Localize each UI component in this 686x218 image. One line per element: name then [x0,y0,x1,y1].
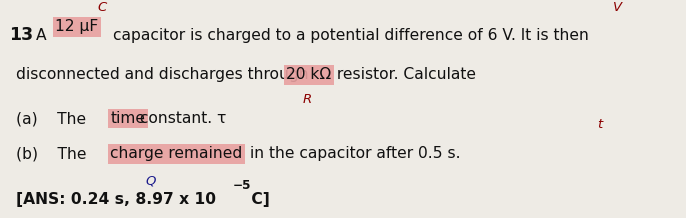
Text: 12 μF: 12 μF [55,19,98,34]
Text: Q: Q [145,175,156,188]
Text: (b)    The: (b) The [16,146,91,162]
Text: time: time [110,111,145,126]
Text: C: C [97,1,106,14]
Text: resistor. Calculate: resistor. Calculate [331,67,475,82]
Text: 20 kΩ: 20 kΩ [286,67,331,82]
Text: in the capacitor after 0.5 s.: in the capacitor after 0.5 s. [245,146,460,162]
Text: −5: −5 [233,179,252,192]
Text: charge remained: charge remained [110,146,242,162]
Text: 13: 13 [9,26,34,44]
Text: constant. τ: constant. τ [134,111,226,126]
Text: (a)    The: (a) The [16,111,91,126]
Text: C]: C] [246,192,270,207]
Text: R: R [303,93,311,106]
Text: t: t [597,118,602,131]
Text: A: A [36,27,47,43]
Text: V: V [613,1,622,14]
Text: capacitor is charged to a potential difference of 6 V. It is then: capacitor is charged to a potential diff… [113,27,589,43]
Text: disconnected and discharges through: disconnected and discharges through [16,67,313,82]
Text: [ANS: 0.24 s, 8.97 x 10: [ANS: 0.24 s, 8.97 x 10 [16,192,215,207]
